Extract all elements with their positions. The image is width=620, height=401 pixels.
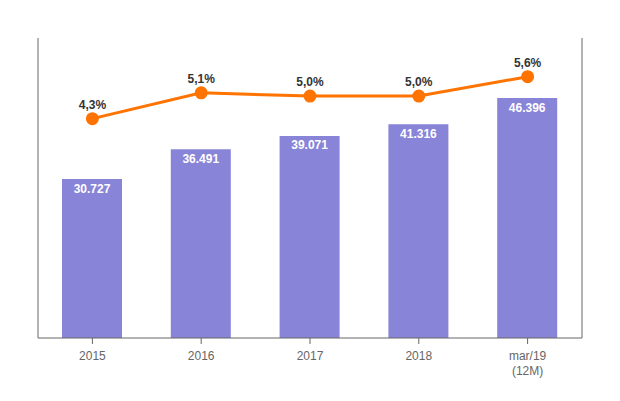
svg-text:39.071: 39.071: [291, 138, 328, 152]
svg-text:46.396: 46.396: [509, 101, 546, 115]
svg-text:2016: 2016: [188, 349, 215, 363]
svg-text:5,6%: 5,6%: [514, 56, 542, 70]
svg-text:4,3%: 4,3%: [79, 98, 107, 112]
svg-text:2015: 2015: [79, 349, 106, 363]
svg-text:2018: 2018: [405, 349, 432, 363]
svg-text:30.727: 30.727: [74, 182, 111, 196]
svg-text:2017: 2017: [297, 349, 324, 363]
svg-text:5,1%: 5,1%: [188, 72, 216, 86]
svg-text:5,0%: 5,0%: [405, 75, 433, 89]
svg-text:5,0%: 5,0%: [296, 75, 324, 89]
svg-text:41.316: 41.316: [400, 127, 437, 141]
svg-text:36.491: 36.491: [182, 152, 219, 166]
svg-text:mar/19(12M): mar/19(12M): [509, 349, 547, 378]
